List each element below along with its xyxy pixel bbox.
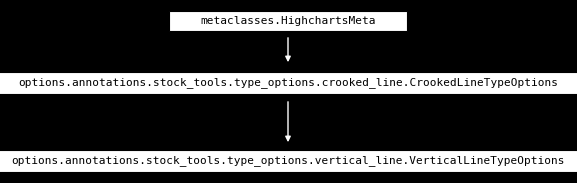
FancyBboxPatch shape [0,72,577,94]
FancyBboxPatch shape [0,150,577,172]
FancyBboxPatch shape [169,10,407,31]
Text: metaclasses.HighchartsMeta: metaclasses.HighchartsMeta [200,16,376,26]
Text: options.annotations.stock_tools.type_options.vertical_line.VerticalLineTypeOptio: options.annotations.stock_tools.type_opt… [11,156,565,167]
Text: options.annotations.stock_tools.type_options.crooked_line.CrookedLineTypeOptions: options.annotations.stock_tools.type_opt… [18,78,558,88]
